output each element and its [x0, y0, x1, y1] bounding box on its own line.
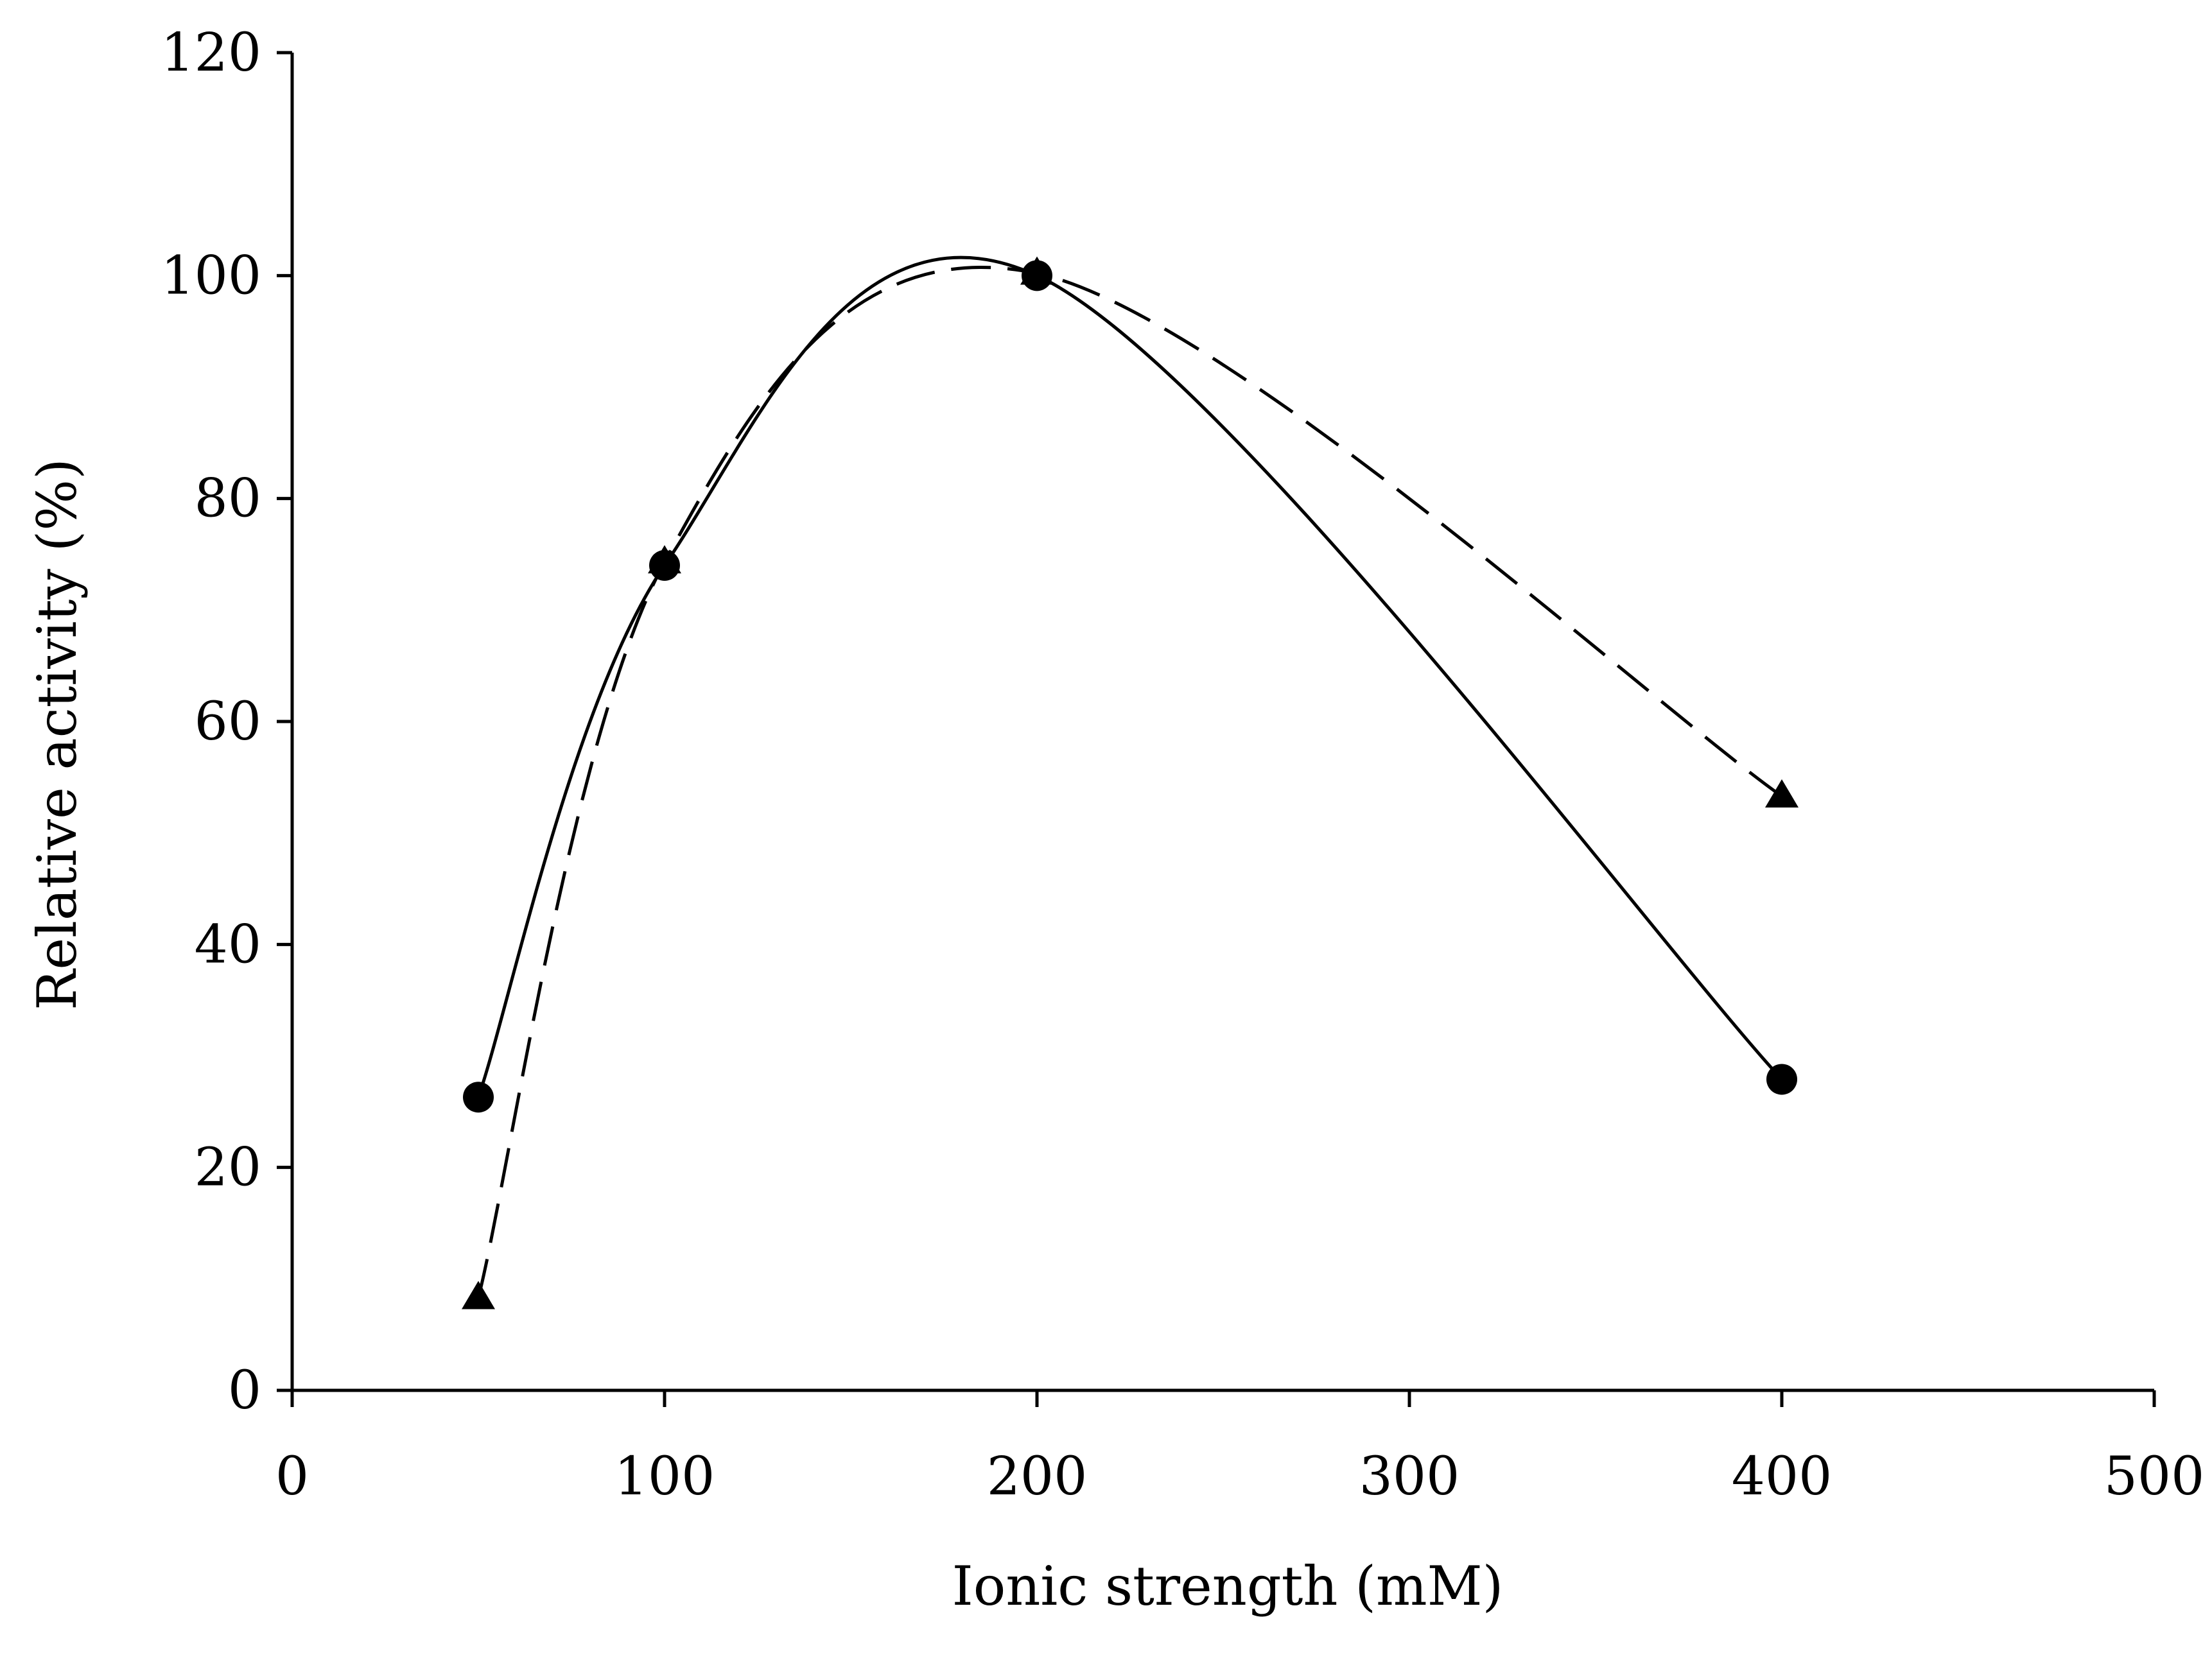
data-point-circle: [463, 1082, 494, 1113]
y-tick-label: 20: [195, 1137, 261, 1198]
x-axis-title: Ionic strength (mM): [952, 1555, 1504, 1618]
series-markers: [462, 256, 1798, 1309]
y-tick-label: 40: [195, 914, 261, 975]
axes: [290, 53, 2154, 1392]
data-point-circle: [1022, 260, 1052, 291]
x-tick-label: 100: [614, 1446, 715, 1507]
x-tick-label: 400: [1732, 1446, 1833, 1507]
y-tick-label: 120: [161, 22, 261, 83]
y-tick-label: 80: [195, 469, 261, 530]
series-lines: [476, 255, 1783, 1299]
x-tick-label: 500: [2104, 1446, 2205, 1507]
series-line-circles-solid: [476, 255, 1783, 1098]
y-tick-label: 0: [228, 1360, 261, 1421]
data-point-triangle: [462, 1281, 495, 1309]
x-tick-label: 0: [275, 1446, 309, 1507]
y-ticks: 0 20 40 60 80 100 120: [161, 22, 292, 1421]
x-tick-label: 200: [987, 1446, 1088, 1507]
x-ticks: 0 100 200 300 400 500: [275, 1390, 2204, 1507]
data-point-circle: [649, 549, 680, 581]
data-point-triangle: [1765, 779, 1798, 808]
y-tick-label: 60: [195, 691, 261, 752]
y-tick-label: 100: [161, 245, 261, 306]
data-point-circle: [1766, 1064, 1797, 1095]
x-tick-label: 300: [1359, 1446, 1460, 1507]
y-axis-title: Relative activity (%): [26, 458, 89, 1010]
series-line-triangles-dashed: [476, 266, 1783, 1299]
